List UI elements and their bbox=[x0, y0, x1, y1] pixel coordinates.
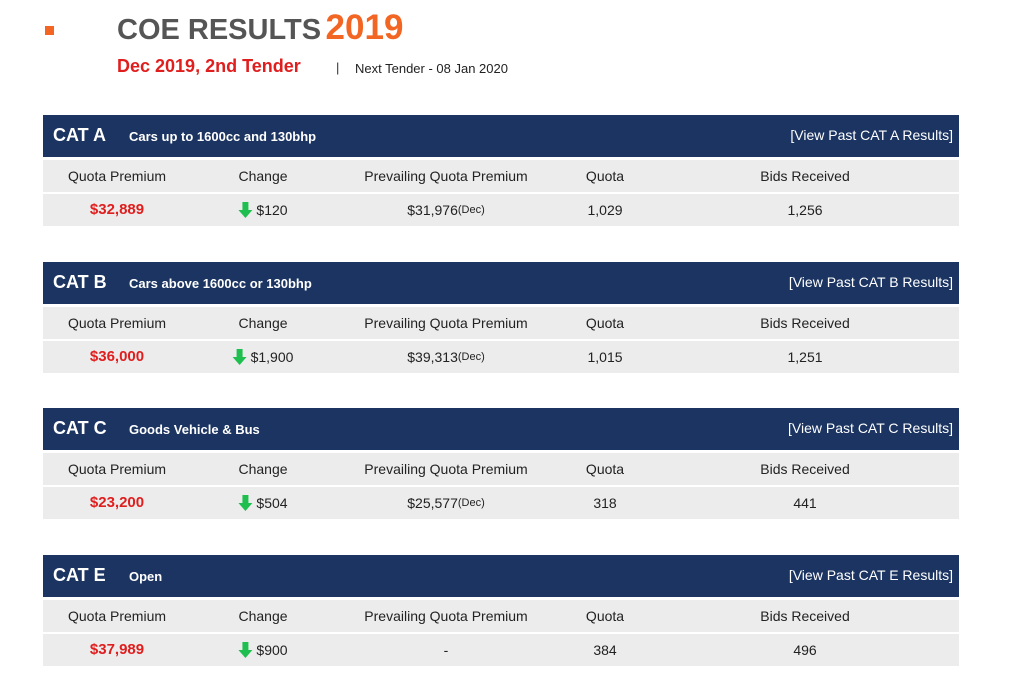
quota-value: 384 bbox=[593, 641, 617, 658]
down-arrow bbox=[238, 202, 253, 218]
prevailing-cell: $31,976 (Dec) bbox=[407, 194, 485, 226]
quota-premium: $32,889 bbox=[89, 201, 145, 218]
prevailing-value: $31,976 bbox=[407, 202, 458, 218]
bullet bbox=[45, 26, 54, 35]
category-description: Goods Vehicle & Bus bbox=[129, 422, 260, 437]
change-value: $900 bbox=[256, 641, 288, 658]
change-cell: $504 bbox=[238, 487, 288, 519]
category-bar: CAT E Open [View Past CAT E Results] bbox=[43, 554, 959, 597]
category-description: Cars above 1600cc or 130bhp bbox=[129, 275, 312, 291]
data-row: $32,889 $120 $31,976 (Dec) 1,029 1,256 bbox=[43, 194, 959, 226]
page-title: COE RESULTS bbox=[117, 14, 322, 46]
column-header: Bids Received bbox=[760, 607, 850, 624]
category-description: Cars up to 1600cc and 130bhp bbox=[129, 129, 317, 144]
column-header-row: Quota Premium Change Prevailing Quota Prem… bbox=[43, 453, 959, 485]
prevailing-value: $39,313 bbox=[407, 348, 458, 365]
column-header: Prevailing Quota Premium bbox=[364, 314, 528, 331]
arrow-shape bbox=[238, 641, 253, 658]
next-tender: Next Tender - 08 Jan 2020 bbox=[355, 61, 508, 76]
column-header-row: Quota Premium Change Prevailing Quota Prem… bbox=[43, 306, 959, 339]
quota-premium: $23,200 bbox=[89, 494, 145, 511]
column-header: Change bbox=[238, 607, 288, 624]
down-arrow bbox=[232, 348, 247, 365]
column-header: Prevailing Quota Premium bbox=[364, 461, 528, 477]
quota-value: 318 bbox=[593, 495, 617, 511]
separator: | bbox=[336, 60, 340, 75]
column-header: Bids Received bbox=[760, 461, 850, 477]
bids-value: 1,251 bbox=[787, 348, 823, 365]
quota-value: 1,029 bbox=[587, 202, 623, 218]
change-cell: $1,900 bbox=[232, 341, 294, 373]
column-header: Change bbox=[238, 314, 288, 331]
subtitle: Dec 2019, 2nd Tender bbox=[117, 56, 301, 76]
prevailing-value: - bbox=[443, 641, 449, 658]
column-header: Quota Premium bbox=[67, 461, 167, 477]
category-description: Open bbox=[129, 568, 163, 584]
quota-premium: $37,989 bbox=[89, 640, 145, 658]
category-bar: CAT B Cars above 1600cc or 130bhp [View Pa… bbox=[43, 261, 959, 304]
bids-value: 441 bbox=[793, 495, 817, 511]
quota-premium: $36,000 bbox=[89, 347, 145, 365]
view-past-link[interactable]: [View Past CAT C Results] bbox=[788, 420, 953, 436]
column-header: Prevailing Quota Premium bbox=[364, 607, 528, 624]
change-cell: $900 bbox=[238, 634, 288, 666]
bids-value: 496 bbox=[793, 641, 817, 658]
prevailing-cell: $39,313 (Dec) bbox=[407, 341, 485, 373]
column-header: Prevailing Quota Premium bbox=[364, 168, 528, 184]
data-row: $36,000 $1,900 $39,313 (Dec) 1,015 1,251 bbox=[43, 340, 959, 373]
category-name: CAT B bbox=[53, 271, 107, 292]
view-past-link[interactable]: [View Past CAT A Results] bbox=[790, 127, 953, 143]
data-row: $23,200 $504 $25,577 (Dec) 318 441 bbox=[43, 487, 959, 519]
prevailing-cell: $25,577 (Dec) bbox=[407, 487, 485, 519]
arrow-shape bbox=[238, 202, 253, 218]
view-past-link[interactable]: [View Past CAT E Results] bbox=[788, 566, 953, 583]
down-arrow bbox=[238, 495, 253, 511]
column-header: Change bbox=[238, 168, 288, 184]
change-value: $504 bbox=[256, 495, 288, 511]
title-line: COE RESULTS 2019 bbox=[117, 8, 403, 48]
data-row: $37,989 $900 - 384 496 bbox=[43, 633, 959, 666]
arrow-shape bbox=[232, 348, 247, 365]
column-header-row: Quota Premium Change Prevailing Quota Prem… bbox=[43, 599, 959, 632]
column-header-row: Quota Premium Change Prevailing Quota Prem… bbox=[43, 160, 959, 192]
view-past-link[interactable]: [View Past CAT B Results] bbox=[788, 273, 953, 290]
category-name: CAT C bbox=[53, 418, 107, 438]
column-header: Quota Premium bbox=[67, 168, 167, 184]
change-value: $1,900 bbox=[250, 348, 294, 365]
category-name: CAT A bbox=[53, 125, 106, 145]
prevailing-month: (Dec) bbox=[457, 350, 485, 363]
category-name: CAT E bbox=[53, 564, 106, 585]
change-value: $120 bbox=[256, 202, 288, 218]
change-cell: $120 bbox=[238, 194, 288, 226]
column-header: Quota bbox=[585, 314, 625, 331]
column-header: Change bbox=[238, 461, 288, 477]
down-arrow bbox=[238, 641, 253, 658]
arrow-shape bbox=[238, 495, 253, 511]
page-year: 2019 bbox=[325, 8, 404, 47]
prevailing-month: (Dec) bbox=[457, 497, 485, 509]
column-header: Quota bbox=[585, 461, 625, 477]
prevailing-month: (Dec) bbox=[457, 204, 485, 216]
category-bar: CAT A Cars up to 1600cc and 130bhp [View P… bbox=[43, 115, 959, 157]
column-header: Quota bbox=[585, 607, 625, 624]
prevailing-value: $25,577 bbox=[407, 495, 458, 511]
column-header: Bids Received bbox=[760, 314, 850, 331]
column-header: Quota Premium bbox=[67, 314, 167, 331]
prevailing-cell: - bbox=[444, 634, 449, 666]
column-header: Bids Received bbox=[760, 168, 850, 184]
category-bar: CAT C Goods Vehicle & Bus [View Past CAT C… bbox=[43, 408, 959, 450]
column-header: Quota Premium bbox=[67, 607, 167, 624]
quota-value: 1,015 bbox=[587, 348, 623, 365]
bids-value: 1,256 bbox=[787, 202, 823, 218]
column-header: Quota bbox=[585, 168, 625, 184]
